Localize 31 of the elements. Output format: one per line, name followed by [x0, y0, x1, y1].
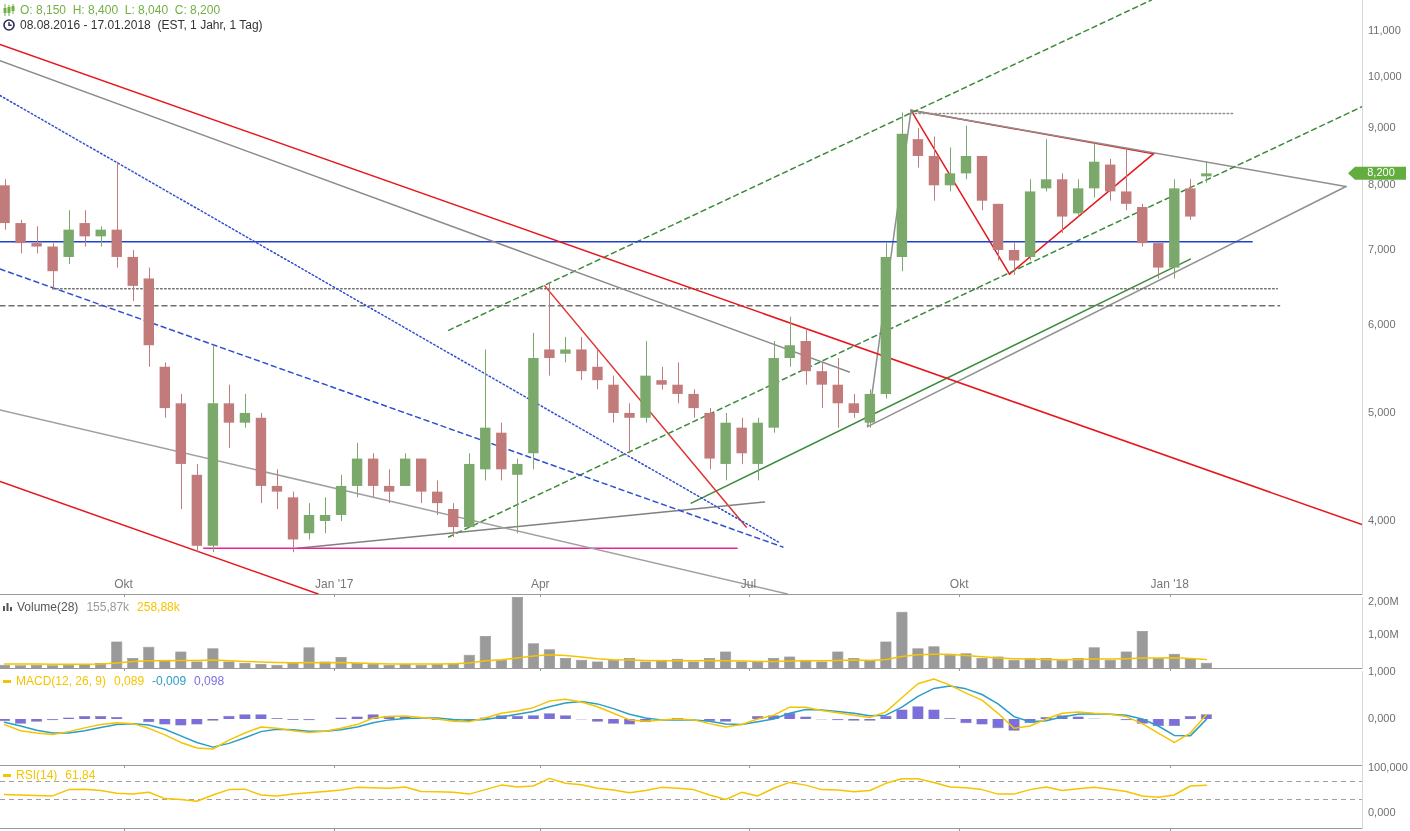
y-tick-label: 11,000	[1368, 24, 1401, 37]
chart-title: O: 8,150 H: 8,400 L: 8,040 C: 8,200	[20, 3, 221, 17]
chart-title: MACD(12, 26, 9)	[16, 674, 107, 688]
chart-title: RSI(14)	[16, 768, 58, 782]
x-tick-label: Jan '18	[1150, 577, 1190, 592]
y-tick-label: 100,000	[1368, 761, 1408, 774]
annotation: -0,009	[152, 674, 187, 688]
y-tick-label: 6,000	[1368, 317, 1396, 330]
annotation: 61,84	[65, 768, 96, 782]
y-tick-label: 10,000	[1368, 70, 1402, 83]
y-tick-label: 1,00M	[1368, 628, 1399, 641]
y-tick-label: 0,000	[1368, 806, 1396, 819]
annotation: 258,88k	[137, 600, 180, 614]
y-tick-label: 2,00M	[1368, 594, 1399, 607]
y-tick-label: 8,000	[1368, 178, 1396, 191]
x-tick-label: Apr	[530, 577, 550, 592]
y-tick-label: 0,000	[1368, 711, 1396, 724]
annotation: 155,87k	[86, 600, 130, 614]
text: 8,200	[1367, 166, 1395, 179]
y-tick-label: 7,000	[1368, 243, 1396, 256]
y-tick-label: 9,000	[1368, 121, 1396, 134]
annotation: 0,098	[194, 674, 225, 688]
y-tick-label: 4,000	[1368, 514, 1396, 526]
y-tick-label: 5,000	[1368, 405, 1396, 418]
text: 08.08.2016 - 17.01.2018 (EST, 1 Jahr, 1 Tag)	[20, 18, 263, 32]
chart-title: Volume(28)	[17, 600, 79, 614]
x-tick-label: Okt	[114, 577, 134, 592]
x-tick-label: Jan '17	[315, 577, 354, 592]
x-tick-label: Okt	[949, 577, 970, 592]
y-tick-label: 1,000	[1368, 664, 1396, 677]
annotation: 0,089	[114, 674, 145, 688]
